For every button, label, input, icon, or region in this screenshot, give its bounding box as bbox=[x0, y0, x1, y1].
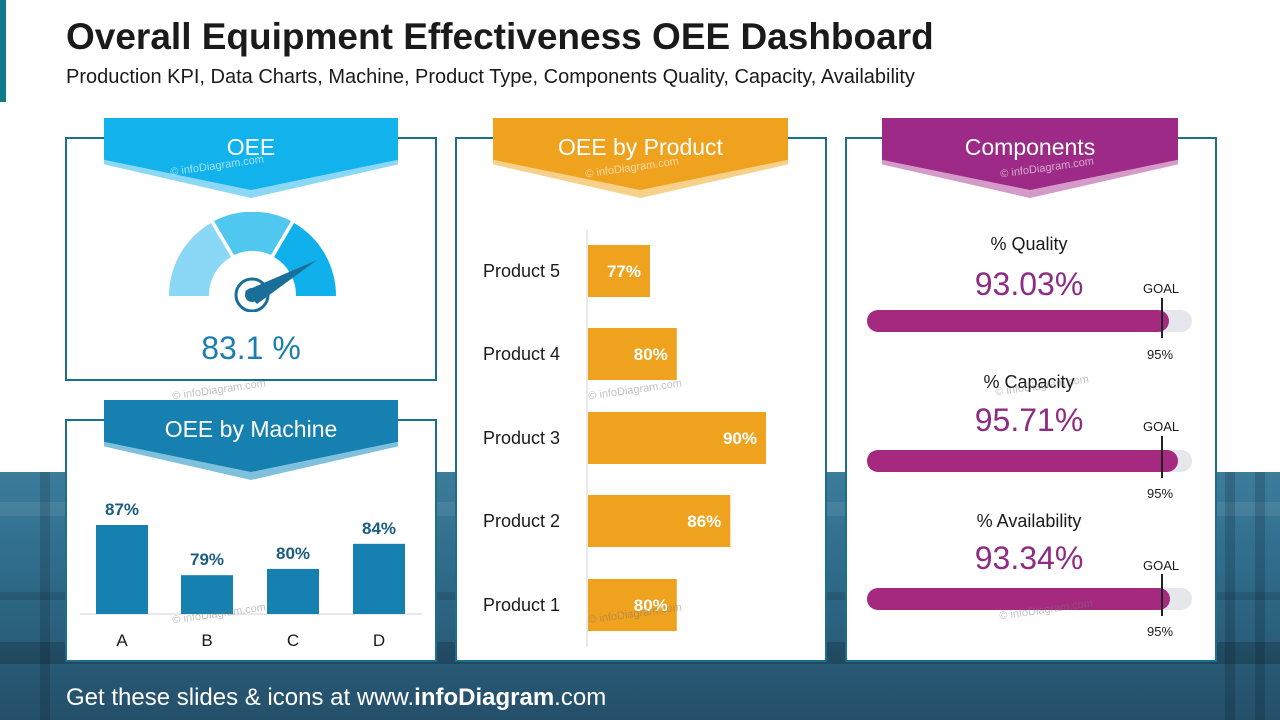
product-bar bbox=[588, 245, 650, 297]
component-progress-fill bbox=[867, 450, 1179, 472]
product-category-label: Product 4 bbox=[483, 344, 560, 364]
oee-value: 83.1 % bbox=[201, 330, 301, 366]
goal-percent: 95% bbox=[1147, 347, 1174, 362]
footer-text: Get these slides & icons at www.infoDiag… bbox=[66, 684, 606, 712]
background-post bbox=[1225, 472, 1235, 720]
product-panel bbox=[455, 137, 827, 662]
goal-label: GOAL bbox=[1143, 558, 1180, 573]
oee-banner: OEE © infoDiagram.com bbox=[104, 118, 398, 198]
page-subtitle: Production KPI, Data Charts, Machine, Pr… bbox=[66, 66, 915, 88]
goal-label: GOAL bbox=[1143, 419, 1180, 434]
machine-category-label: C bbox=[287, 631, 299, 650]
component-progress-fill bbox=[867, 588, 1171, 610]
background-post bbox=[1255, 472, 1265, 720]
component-availability: % Availability 93.34% GOAL 95% © infoDia… bbox=[847, 508, 1215, 639]
component-value: 95.71% bbox=[974, 402, 1084, 438]
component-progress-fill bbox=[867, 310, 1170, 332]
goal-marker bbox=[1161, 436, 1163, 478]
product-bar bbox=[588, 328, 677, 380]
machine-bar-chart: 87% A 79% B 80% C 84% D bbox=[80, 500, 422, 650]
machine-data-label: 79% bbox=[190, 550, 224, 569]
product-bar-chart: 77% Product 5 80% Product 4 90% Product 3 86% P… bbox=[483, 230, 766, 647]
product-category-label: Product 2 bbox=[483, 511, 560, 531]
goal-percent: 95% bbox=[1147, 624, 1174, 639]
goal-marker bbox=[1161, 574, 1163, 616]
slide-accent-tab bbox=[0, 0, 6, 102]
component-progress-track bbox=[867, 310, 1192, 332]
product-data-label: 80% bbox=[634, 345, 668, 364]
page-title: Overall Equipment Effectiveness OEE Dash… bbox=[66, 16, 934, 57]
components-banner: Components © infoDiagram.com bbox=[882, 118, 1178, 198]
component-progress-track bbox=[867, 450, 1192, 472]
machine-data-label: 84% bbox=[362, 519, 396, 538]
product-bar bbox=[588, 579, 677, 631]
oee-banner-title: OEE bbox=[104, 118, 398, 190]
machine-banner: OEE by Machine bbox=[104, 400, 398, 480]
footer-suffix: .com bbox=[554, 684, 607, 711]
product-data-label: 80% bbox=[634, 596, 668, 615]
components-banner-title: Components bbox=[882, 118, 1178, 190]
component-label: % Quality bbox=[990, 234, 1068, 254]
components-panel bbox=[845, 137, 1217, 662]
product-banner: OEE by Product © infoDiagram.com bbox=[493, 118, 788, 198]
machine-bar bbox=[181, 575, 233, 614]
component-capacity: % Capacity 95.71% GOAL 95% © infoDiagram… bbox=[847, 370, 1215, 501]
footer-prefix: Get these slides & icons at www. bbox=[66, 684, 415, 711]
product-category-label: Product 3 bbox=[483, 428, 560, 448]
machine-bar bbox=[96, 525, 148, 614]
goal-percent: 95% bbox=[1147, 486, 1174, 501]
product-banner-title: OEE by Product bbox=[493, 118, 788, 190]
background-post bbox=[40, 472, 50, 720]
product-data-label: 86% bbox=[687, 512, 721, 531]
machine-data-label: 80% bbox=[276, 544, 310, 563]
machine-category-label: B bbox=[201, 631, 212, 650]
machine-bar bbox=[267, 568, 319, 614]
goal-label: GOAL bbox=[1143, 281, 1180, 296]
product-data-label: 90% bbox=[723, 429, 757, 448]
component-value: 93.34% bbox=[974, 540, 1084, 576]
product-data-label: 77% bbox=[607, 262, 641, 281]
machine-data-label: 87% bbox=[105, 500, 139, 519]
product-bar bbox=[588, 495, 731, 547]
component-quality: % Quality 93.03% GOAL 95% bbox=[847, 232, 1215, 362]
machine-category-label: A bbox=[116, 631, 128, 650]
machine-category-label: D bbox=[373, 631, 385, 650]
product-category-label: Product 1 bbox=[483, 595, 560, 615]
machine-bar bbox=[353, 543, 405, 614]
component-value: 93.03% bbox=[974, 266, 1084, 302]
product-category-label: Product 5 bbox=[483, 261, 560, 281]
product-bar bbox=[588, 412, 766, 464]
gauge-icon bbox=[168, 212, 337, 312]
component-progress-track bbox=[867, 588, 1192, 610]
goal-marker bbox=[1161, 298, 1163, 338]
component-label: % Capacity bbox=[983, 372, 1075, 392]
footer-brand: infoDiagram bbox=[414, 684, 555, 711]
watermark: © infoDiagram.com bbox=[171, 377, 267, 403]
machine-banner-title: OEE by Machine bbox=[104, 400, 398, 472]
component-label: % Availability bbox=[976, 511, 1082, 531]
